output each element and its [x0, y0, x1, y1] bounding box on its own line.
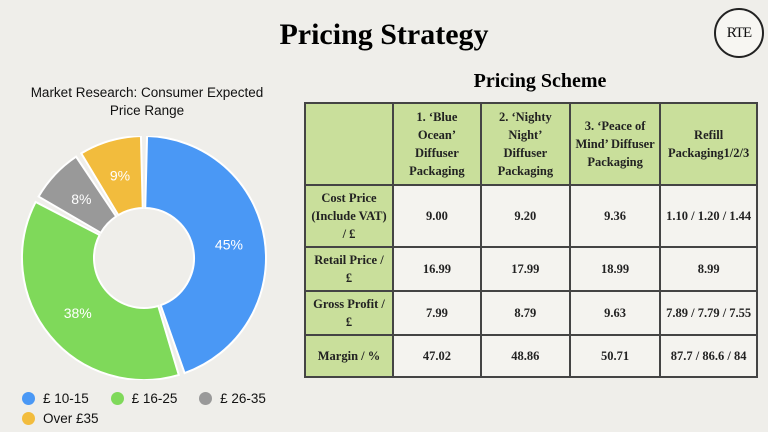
row-header-cost-price: Cost Price (Include VAT) / £ — [304, 184, 394, 248]
table-cell: 8.79 — [479, 290, 571, 336]
pricing-scheme-title: Pricing Scheme — [473, 70, 607, 92]
column-header-blue-ocean: 1. ‘Blue Ocean’ Diffuser Packaging — [392, 102, 482, 186]
row-header-margin: Margin / % — [304, 334, 394, 378]
row-header-retail-price: Retail Price / £ — [304, 246, 394, 292]
legend-item-16-25: £ 16-25 — [110, 388, 178, 408]
brand-logo: RTE — [714, 8, 764, 58]
table-cell: 7.89 / 7.79 / 7.55 — [659, 290, 758, 336]
table-cell: 9.63 — [568, 290, 662, 336]
table-row: Cost Price (Include VAT) / £ 9.00 9.20 9… — [304, 184, 758, 248]
pricing-table: 1. ‘Blue Ocean’ Diffuser Packaging 2. ‘N… — [304, 102, 758, 378]
table-cell: 18.99 — [568, 246, 662, 292]
chart-legend: £ 10-15 £ 16-25 £ 26-35 Over £35 — [22, 388, 322, 428]
row-header-gross-profit: Gross Profit / £ — [304, 290, 394, 336]
donut-label-26-35: 8% — [71, 191, 91, 207]
table-cell: 47.02 — [392, 334, 482, 378]
legend-label-16-25: £ 16-25 — [131, 390, 178, 406]
column-header-peace-of-mind: 3. ‘Peace of Mind’ Diffuser Packaging — [568, 102, 662, 186]
table-cell: 9.36 — [568, 184, 662, 248]
table-cell: 17.99 — [479, 246, 571, 292]
legend-item-over-35: Over £35 — [22, 408, 99, 428]
table-row: Gross Profit / £ 7.99 8.79 9.63 7.89 / 7… — [304, 290, 758, 336]
donut-label-over-35: 9% — [110, 167, 130, 183]
column-header-nighty-night: 2. ‘Nighty Night’ Diffuser Packaging — [479, 102, 571, 186]
legend-swatch-26-35 — [199, 391, 213, 405]
table-cell: 8.99 — [659, 246, 758, 292]
table-cell: 1.10 / 1.20 / 1.44 — [659, 184, 758, 248]
chart-title-line-2: Price Range — [109, 103, 185, 118]
table-cell: 87.7 / 86.6 / 84 — [659, 334, 758, 378]
legend-label-over-35: Over £35 — [43, 410, 99, 426]
donut-slice-16-25 — [21, 200, 181, 380]
table-cell: 7.99 — [392, 290, 482, 336]
legend-swatch-over-35 — [22, 411, 35, 425]
table-row: Retail Price / £ 16.99 17.99 18.99 8.99 — [304, 246, 758, 292]
table-cell: 50.71 — [568, 334, 662, 378]
donut-slice-10-15 — [144, 136, 267, 375]
table-row: Margin / % 47.02 48.86 50.71 87.7 / 86.6… — [304, 334, 758, 378]
legend-label-10-15: £ 10-15 — [43, 390, 89, 406]
chart-title: Market Research: Consumer Expected Price… — [16, 84, 278, 120]
legend-item-26-35: £ 26-35 — [199, 388, 266, 408]
table-header-row: 1. ‘Blue Ocean’ Diffuser Packaging 2. ‘N… — [304, 102, 758, 186]
table-cell: 9.20 — [479, 184, 571, 248]
table-cell: 48.86 — [479, 334, 571, 378]
column-header-refill: Refill Packaging1/2/3 — [659, 102, 758, 186]
table-cell: 16.99 — [392, 246, 482, 292]
donut-chart: 45% 38% 8% 9% — [21, 136, 267, 380]
donut-slice-26-35 — [37, 155, 118, 235]
table-cell: 9.00 — [392, 184, 482, 248]
legend-item-10-15: £ 10-15 — [22, 388, 89, 408]
table-corner-cell — [304, 102, 394, 186]
slide-title: Pricing Strategy — [279, 18, 489, 51]
donut-slice-over-35 — [79, 136, 144, 217]
chart-title-line-1: Market Research: Consumer Expected — [30, 85, 264, 100]
donut-label-16-25: 38% — [64, 305, 92, 321]
legend-swatch-16-25 — [110, 391, 124, 405]
legend-swatch-10-15 — [22, 391, 35, 405]
donut-label-10-15: 45% — [215, 237, 243, 253]
legend-label-26-35: £ 26-35 — [220, 390, 266, 406]
